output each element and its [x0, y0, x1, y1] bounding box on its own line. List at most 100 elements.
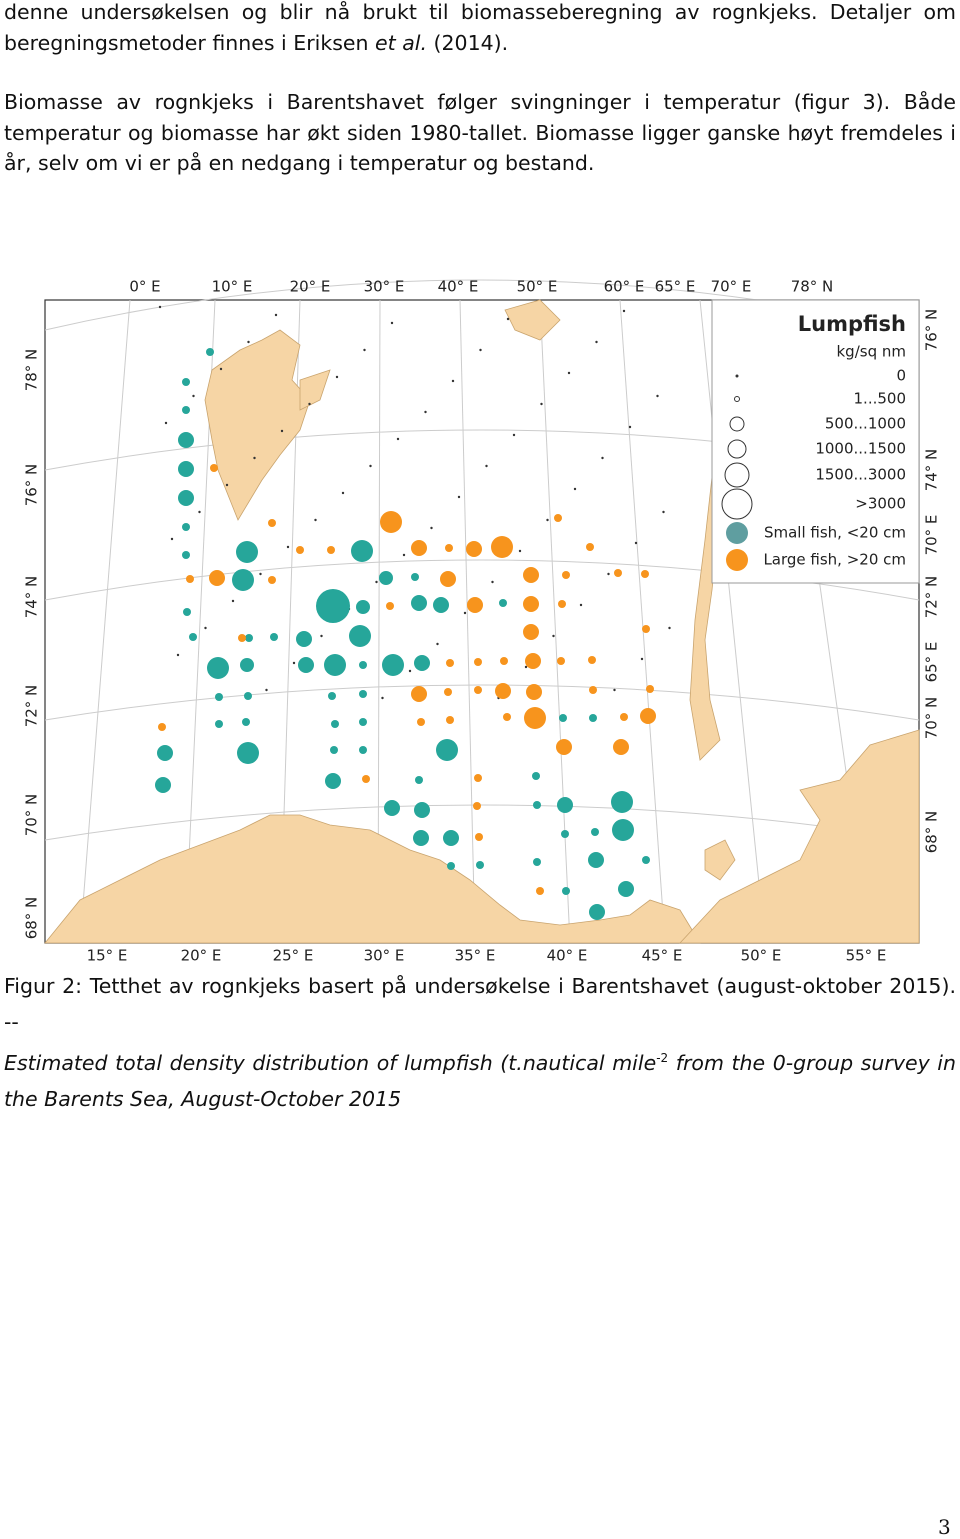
legend-symbol — [724, 462, 750, 488]
station-empty — [231, 599, 235, 603]
station-empty — [369, 464, 372, 468]
station-empty — [320, 634, 323, 638]
station-small-fish — [533, 858, 541, 866]
legend-label: 1000...1500 — [815, 440, 906, 458]
station-empty — [335, 375, 339, 379]
legend-label: Small fish, <20 cm — [764, 524, 906, 542]
station-empty — [158, 305, 162, 309]
top-label: 50° E — [517, 278, 558, 296]
station-empty — [640, 657, 644, 661]
station-small-fish — [183, 608, 191, 616]
station-empty — [451, 379, 455, 383]
station-empty — [259, 572, 262, 576]
station-large-fish — [210, 464, 218, 472]
top-label: 65° E — [655, 278, 696, 296]
station-empty — [247, 340, 250, 344]
legend-label: Large fish, >20 cm — [763, 551, 906, 569]
station-empty — [375, 580, 378, 584]
station-large-fish — [417, 718, 425, 726]
legend-title: Lumpfish — [798, 312, 906, 336]
station-large-fish — [557, 657, 565, 665]
station-large-fish — [268, 576, 276, 584]
station-empty — [601, 456, 604, 460]
station-small-fish — [270, 633, 278, 641]
station-large-fish — [380, 511, 402, 533]
station-small-fish — [330, 746, 338, 754]
station-small-fish — [589, 714, 597, 722]
station-small-fish — [236, 541, 258, 563]
station-small-fish — [414, 655, 430, 671]
station-small-fish — [562, 887, 570, 895]
top-label: 0° E — [129, 278, 160, 296]
station-small-fish — [447, 862, 455, 870]
caption: Figur 2: Tetthet av rognkjeks basert på … — [4, 968, 956, 1117]
station-small-fish — [232, 569, 254, 591]
bottom-label: 40° E — [547, 947, 588, 965]
station-empty — [396, 437, 400, 441]
bottom-label: 15° E — [87, 947, 128, 965]
station-empty — [402, 553, 406, 557]
station-large-fish — [474, 774, 482, 782]
station-empty — [253, 456, 256, 460]
station-small-fish — [356, 600, 370, 614]
station-small-fish — [476, 861, 484, 869]
station-large-fish — [467, 597, 483, 613]
station-empty — [164, 421, 168, 425]
bottom-label: 55° E — [846, 947, 887, 965]
station-large-fish — [500, 657, 508, 665]
station-large-fish — [642, 625, 650, 633]
legend-label: 1...500 — [854, 390, 906, 408]
station-empty — [204, 626, 207, 630]
station-empty — [408, 669, 412, 673]
station-large-fish — [614, 569, 622, 577]
text: Figur 2: Tetthet av rognkjeks basert på … — [4, 974, 956, 1034]
text: denne undersøkelsen og blir nå brukt til… — [4, 0, 956, 55]
left-label: 70° N — [23, 794, 41, 837]
station-small-fish — [178, 432, 194, 448]
station-large-fish — [186, 575, 194, 583]
axis-labels: 0° E 10° E 20° E 30° E 40° E 50° E 60° E 65° E 7… — [23, 278, 941, 965]
left-label: 74° N — [23, 576, 41, 619]
right-label: 70° E — [923, 515, 941, 556]
station-small-fish — [245, 634, 253, 642]
station-empty — [613, 688, 616, 692]
station-large-fish — [446, 716, 454, 724]
station-empty — [491, 580, 494, 584]
station-empty — [607, 572, 610, 576]
station-small-fish — [215, 720, 223, 728]
right-label: 76° N — [923, 309, 941, 352]
station-small-fish — [182, 551, 190, 559]
station-small-fish — [178, 490, 194, 506]
station-small-fish — [240, 658, 254, 672]
station-large-fish — [296, 546, 304, 554]
station-small-fish — [182, 523, 190, 531]
station-large-fish — [473, 802, 481, 810]
legend-symbol — [729, 416, 745, 432]
station-empty — [430, 526, 433, 530]
station-empty — [341, 491, 345, 495]
station-empty — [546, 518, 549, 522]
station-small-fish — [331, 720, 339, 728]
top-label: 60° E — [604, 278, 645, 296]
station-large-fish — [613, 739, 629, 755]
station-small-fish — [411, 573, 419, 581]
legend-symbol — [726, 522, 748, 544]
station-empty — [363, 348, 366, 352]
station-small-fish — [316, 589, 350, 623]
station-large-fish — [209, 570, 225, 586]
legend-label: >3000 — [855, 495, 906, 513]
station-small-fish — [349, 625, 371, 647]
station-small-fish — [359, 661, 367, 669]
legend-symbol — [734, 396, 740, 402]
station-empty — [314, 518, 317, 522]
paragraph: denne undersøkelsen og blir nå brukt til… — [4, 0, 956, 58]
station-small-fish — [351, 540, 373, 562]
station-empty — [192, 394, 195, 398]
station-empty — [668, 626, 671, 630]
station-small-fish — [157, 745, 173, 761]
station-small-fish — [532, 772, 540, 780]
station-large-fish — [503, 713, 511, 721]
station-large-fish — [386, 602, 394, 610]
station-small-fish — [189, 633, 197, 641]
